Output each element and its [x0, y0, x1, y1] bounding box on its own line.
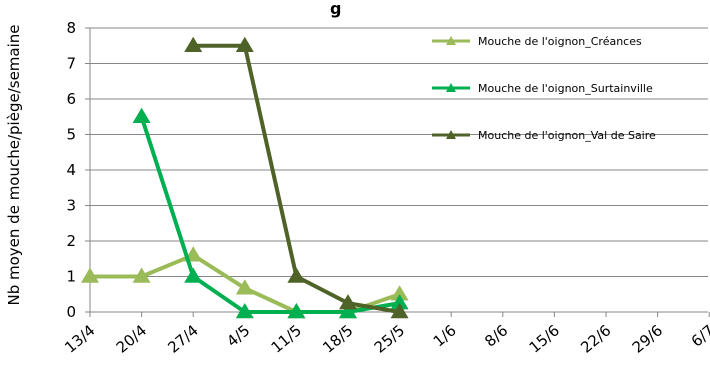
x-tick-label: 29/6: [629, 321, 666, 356]
data-point: [390, 303, 409, 319]
x-tick-label: 13/4: [61, 321, 98, 356]
gridlines: [90, 27, 708, 277]
legend-item: Mouche de l'oignon_Val de Saire: [432, 129, 656, 142]
y-tick-label: 2: [66, 232, 76, 250]
x-tick-label: 18/5: [319, 321, 356, 356]
x-tick-label: 22/6: [577, 321, 614, 356]
legend-marker: [446, 36, 456, 45]
data-point: [235, 36, 254, 53]
x-tick-label: 1/6: [430, 321, 460, 350]
data-point: [81, 267, 99, 283]
x-tick-label: 11/5: [268, 321, 305, 356]
y-tick-label: 0: [66, 303, 76, 321]
series: [81, 36, 409, 319]
x-tick-label: 4/5: [223, 321, 253, 350]
x-tick-label: 15/6: [526, 321, 563, 356]
legend-marker: [446, 83, 456, 92]
y-axis-label: Nb moyen de mouche/piège/semaine: [5, 24, 23, 305]
chart-title: g: [330, 0, 341, 18]
legend-label: Mouche de l'oignon_Créances: [478, 35, 642, 48]
y-tick-label: 5: [66, 126, 76, 144]
x-tick-label: 6/7: [688, 321, 710, 350]
data-point: [184, 267, 203, 283]
data-point: [390, 294, 409, 310]
data-point: [184, 36, 203, 53]
series-3: [184, 36, 409, 319]
y-tick-label: 6: [66, 90, 76, 108]
data-point: [287, 267, 306, 283]
y-tick-label: 1: [66, 268, 76, 286]
legend: Mouche de l'oignon_Créances Mouche de l'o…: [432, 35, 656, 142]
legend-label: Mouche de l'oignon_Val de Saire: [478, 129, 656, 142]
x-tick-label: 20/4: [113, 321, 150, 356]
data-point: [132, 107, 151, 124]
y-tick-label: 8: [66, 19, 76, 37]
data-point: [339, 303, 357, 319]
x-tick-labels: 13/4 20/4 27/4 4/5 11/5 18/5 25/5 1/6 8/6 15/6 22/…: [61, 321, 710, 356]
data-point: [339, 294, 357, 310]
x-tick-label: 25/5: [371, 321, 408, 356]
x-tick-label: 8/6: [481, 321, 511, 350]
y-tick-labels: 0 1 2 3 4 5 6 7 8: [66, 19, 76, 321]
y-tick-label: 7: [66, 55, 76, 73]
data-point: [287, 303, 306, 319]
y-tick-label: 4: [66, 161, 76, 179]
y-tick-label: 3: [66, 197, 76, 215]
series-line: [139, 116, 400, 314]
legend-item: Mouche de l'oignon_Créances: [432, 35, 642, 48]
data-point: [235, 303, 254, 319]
legend-item: Mouche de l'oignon_Surtainville: [432, 82, 653, 95]
data-point: [235, 279, 254, 295]
legend-label: Mouche de l'oignon_Surtainville: [478, 82, 653, 95]
data-point: [390, 285, 409, 301]
legend-marker: [446, 130, 456, 139]
x-tick-label: 27/4: [164, 321, 201, 356]
data-point: [132, 267, 151, 283]
series-2: [132, 107, 409, 319]
axes: [85, 27, 710, 317]
